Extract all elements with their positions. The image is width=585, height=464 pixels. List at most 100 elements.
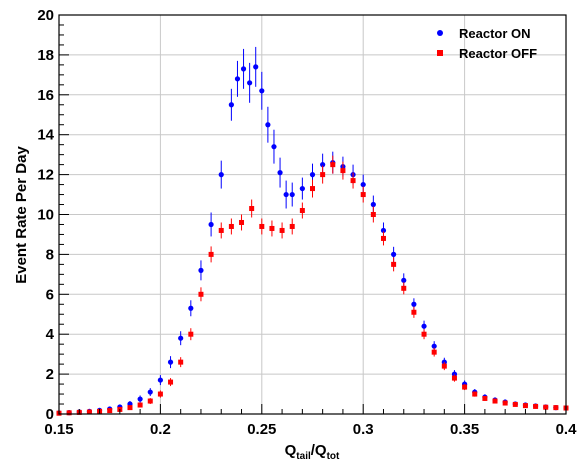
data-point <box>228 102 234 108</box>
data-point <box>360 192 366 198</box>
data-point <box>533 403 539 409</box>
data-point <box>247 80 253 86</box>
data-point <box>309 172 316 178</box>
y-tick-label: 4 <box>46 326 55 343</box>
data-point <box>157 377 163 383</box>
data-point <box>178 359 184 365</box>
data-point <box>208 221 214 228</box>
data-point <box>283 191 289 198</box>
data-point <box>137 402 143 408</box>
data-point <box>391 251 397 257</box>
data-point <box>249 206 255 212</box>
data-point <box>107 408 113 414</box>
y-axis-title: Event Rate Per Day <box>13 146 30 284</box>
data-point <box>320 172 326 178</box>
data-point <box>289 191 295 198</box>
data-point <box>492 398 498 404</box>
data-point <box>340 168 346 174</box>
data-point <box>370 201 376 208</box>
data-point <box>350 178 356 184</box>
data-point <box>127 405 133 411</box>
legend-marker-reactor-off <box>437 50 443 56</box>
axis-ticks <box>58 14 567 415</box>
data-point <box>411 309 417 315</box>
data-point <box>401 285 407 291</box>
data-point <box>218 172 224 178</box>
data-point <box>168 379 174 385</box>
x-tick-label: 0.25 <box>247 421 276 438</box>
data-point <box>370 212 376 217</box>
data-point <box>147 389 153 395</box>
y-tick-label: 14 <box>37 127 54 144</box>
data-point <box>188 331 194 337</box>
data-point <box>472 391 478 397</box>
series-reactor-off <box>56 155 569 416</box>
y-tick-label: 18 <box>37 47 54 64</box>
y-tick-label: 0 <box>46 406 54 423</box>
legend-label-reactor-off: Reactor OFF <box>459 46 537 61</box>
tick-labels: 0.15 0.2 0.25 0.3 0.35 0.4 0 2 4 6 8 10 12 14 16 18 20 <box>37 7 577 438</box>
data-point <box>269 225 275 231</box>
legend: Reactor ON Reactor OFF <box>437 26 537 61</box>
data-point <box>289 223 295 229</box>
x-tick-label: 0.3 <box>353 421 374 438</box>
data-point <box>86 409 92 415</box>
data-point <box>239 219 245 225</box>
data-point <box>310 186 315 192</box>
data-point <box>198 291 204 297</box>
data-point <box>451 371 458 377</box>
x-axis-title-subscript-tail: tail <box>296 451 311 462</box>
y-tick-label: 8 <box>46 246 54 263</box>
data-point <box>147 398 153 404</box>
data-point <box>411 301 417 307</box>
x-axis-title-subscript-tot: tot <box>327 451 340 462</box>
data-point <box>157 391 163 397</box>
data-point <box>421 323 427 329</box>
y-tick-label: 20 <box>37 7 54 24</box>
data-point <box>259 223 265 229</box>
x-axis-title: Qtail/Qtot <box>285 442 340 462</box>
data-point <box>401 277 407 283</box>
data-point <box>451 375 457 381</box>
data-point <box>522 403 528 409</box>
y-tick-label: 10 <box>37 207 54 224</box>
data-point <box>66 410 72 416</box>
data-point <box>462 384 468 390</box>
data-point <box>482 395 488 401</box>
data-point <box>360 181 366 188</box>
legend-marker-reactor-on <box>437 30 443 36</box>
data-point <box>218 227 224 233</box>
data-point <box>320 162 326 168</box>
data-point <box>441 363 447 369</box>
x-tick-label: 0.15 <box>44 421 73 438</box>
data-point <box>259 88 265 94</box>
data-point <box>188 305 194 311</box>
data-point <box>299 185 305 192</box>
data-point <box>198 267 204 273</box>
y-tick-label: 12 <box>37 167 54 184</box>
x-tick-label: 0.4 <box>556 421 578 438</box>
data-point <box>271 144 277 150</box>
data-point <box>234 76 241 82</box>
data-point <box>137 396 143 402</box>
y-tick-label: 6 <box>46 286 54 303</box>
data-point <box>553 405 559 411</box>
x-tick-label: 0.2 <box>150 421 171 438</box>
data-point <box>228 223 234 229</box>
y-tick-label: 2 <box>46 366 54 383</box>
data-point <box>299 208 305 214</box>
data-point <box>421 331 427 337</box>
data-series <box>56 46 569 416</box>
data-point <box>512 401 518 407</box>
legend-label-reactor-on: Reactor ON <box>459 26 531 41</box>
data-point <box>167 359 174 365</box>
data-point <box>431 343 437 349</box>
data-point <box>380 235 386 241</box>
x-axis-title-slash: /Q <box>311 442 327 459</box>
data-point <box>391 261 397 267</box>
y-tick-label: 16 <box>37 87 54 104</box>
data-point <box>431 349 437 355</box>
data-point <box>543 404 549 410</box>
data-point <box>277 170 283 176</box>
